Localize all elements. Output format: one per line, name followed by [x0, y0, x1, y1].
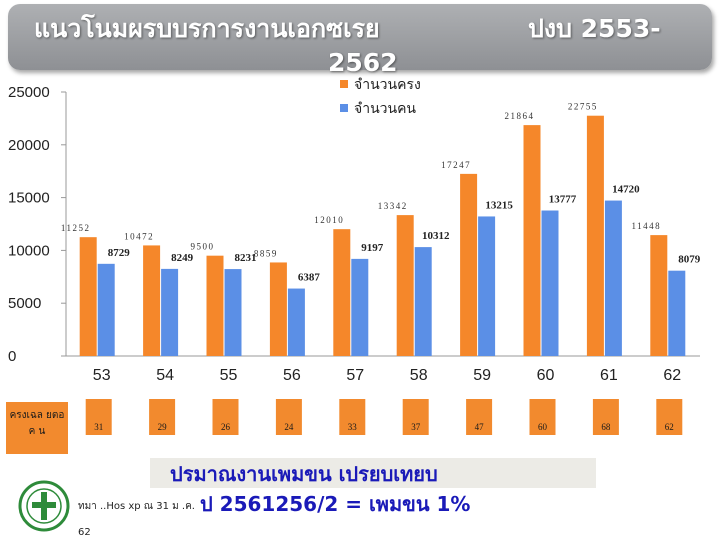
ratio-value: 26: [221, 422, 231, 432]
bar-58-persons: [414, 247, 432, 356]
ratio-value: 60: [538, 422, 548, 432]
bar-54-visits: [143, 245, 161, 356]
ratio-box: [149, 399, 176, 435]
data-label-persons: 13215: [485, 199, 513, 211]
bar-62-persons: [668, 270, 686, 356]
bar-53-persons: [97, 263, 115, 356]
bar-59-visits: [460, 173, 478, 356]
y-tick-label: 15000: [8, 190, 50, 207]
bar-59-persons: [478, 216, 496, 356]
data-label-visits: 9500: [191, 242, 215, 252]
ratio-value: 68: [601, 422, 611, 432]
bar-55-persons: [224, 269, 242, 356]
x-tick-label: 61: [600, 367, 618, 384]
data-label-persons: 8249: [171, 252, 194, 264]
data-label-persons: 10312: [422, 230, 450, 242]
legend-swatch: [340, 80, 348, 88]
data-label-persons: 13777: [549, 194, 577, 206]
data-label-persons: 8729: [108, 247, 131, 259]
data-label-persons: 9197: [361, 242, 384, 254]
bar-61-visits: [586, 115, 604, 356]
source-note: ทมา ..Hos xp ณ 31 ม .ค. 62: [78, 501, 195, 538]
bar-58-visits: [396, 215, 414, 356]
y-tick-label: 5000: [8, 295, 41, 312]
y-tick-label: 25000: [8, 84, 50, 101]
ratio-box: [85, 399, 112, 435]
y-tick-label: 20000: [8, 137, 50, 154]
data-label-visits: 11448: [631, 221, 661, 231]
ratio-label-line: ค น: [29, 426, 46, 437]
bar-61-persons: [604, 200, 622, 356]
x-tick-label: 53: [93, 367, 111, 384]
ratio-box: [466, 399, 493, 435]
data-label-persons: 6387: [298, 272, 321, 284]
data-label-visits: 13342: [378, 201, 408, 211]
bar-62-visits: [650, 235, 668, 356]
data-label-persons: 8079: [678, 254, 701, 266]
data-label-visits: 11252: [61, 223, 91, 233]
legend-swatch: [340, 104, 348, 112]
title-line-2: 2562: [328, 48, 398, 77]
data-label-visits: 21864: [505, 111, 535, 121]
ratio-value: 29: [158, 422, 168, 432]
ratio-value: 31: [94, 422, 103, 432]
x-tick-label: 55: [220, 367, 238, 384]
ratio-value: 47: [475, 422, 485, 432]
ratio-value: 33: [348, 422, 358, 432]
note-line-1: ปรมาณงานเพมขน เปรยบเทยบ: [170, 462, 438, 486]
bar-57-persons: [351, 258, 369, 356]
ministry-logo-icon: [18, 480, 70, 532]
ratio-box: [339, 399, 366, 435]
data-label-visits: 22755: [568, 102, 598, 112]
note-background: [150, 458, 596, 488]
data-label-persons: 8231: [235, 252, 257, 264]
ratio-value: 37: [411, 422, 421, 432]
x-tick-label: 59: [473, 367, 491, 384]
legend-label: จำนวนครง: [354, 77, 421, 93]
data-label-visits: 17247: [441, 160, 471, 170]
data-label-visits: 8859: [254, 248, 278, 258]
x-tick-label: 62: [663, 367, 681, 384]
bar-60-visits: [523, 125, 541, 357]
data-label-persons: 14720: [612, 184, 640, 196]
bar-54-persons: [161, 268, 179, 356]
x-tick-label: 57: [346, 367, 364, 384]
ratio-box: [275, 399, 302, 435]
page-title: แนวโนมผรบบรการงานเอกซเรย 2562: [34, 12, 434, 80]
note-line-2: ป 2561256/2 = เพมขน 1%: [200, 492, 471, 516]
bar-53-visits: [79, 237, 97, 356]
title-banner: แนวโนมผรบบรการงานเอกซเรย 2562 ปงบ 2553-: [8, 4, 712, 77]
bar-60-persons: [541, 210, 559, 356]
x-tick-label: 60: [537, 367, 555, 384]
ratio-box: [212, 399, 239, 435]
ratio-value: 24: [284, 422, 294, 432]
ratio-box: [529, 399, 556, 435]
bar-56-persons: [287, 288, 305, 356]
data-label-visits: 10472: [124, 231, 154, 241]
x-tick-label: 58: [410, 367, 428, 384]
y-tick-label: 0: [8, 348, 16, 365]
ratio-label-box: [6, 402, 68, 454]
fiscal-year-label: ปงบ 2553-: [528, 14, 661, 43]
x-tick-label: 54: [156, 367, 174, 384]
bar-57-visits: [333, 229, 351, 356]
ratio-value: 62: [665, 422, 674, 432]
ratio-label-line: ครงเฉล ยตอ: [10, 410, 65, 421]
ratio-label: ครงเฉล ยตอค น: [10, 410, 65, 437]
ratio-box: [402, 399, 429, 435]
title-line-1: แนวโนมผรบบรการงานเอกซเรย: [34, 14, 380, 43]
legend-label: จำนวนคน: [354, 101, 416, 117]
data-label-visits: 12010: [314, 215, 344, 225]
ratio-box: [656, 399, 683, 435]
bar-55-visits: [206, 255, 224, 356]
x-tick-label: 56: [283, 367, 301, 384]
ratio-box: [592, 399, 619, 435]
bar-56-visits: [269, 262, 287, 356]
y-tick-label: 10000: [8, 242, 50, 259]
